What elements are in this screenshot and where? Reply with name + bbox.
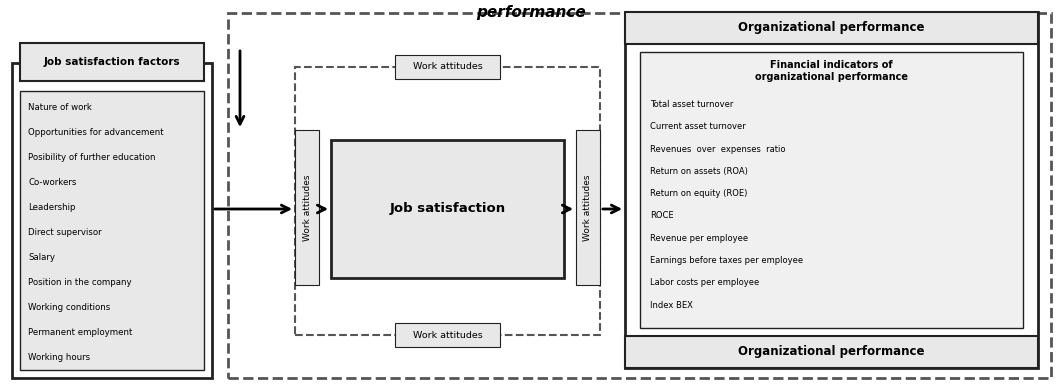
FancyBboxPatch shape xyxy=(395,55,500,79)
FancyBboxPatch shape xyxy=(296,130,319,285)
Text: Work attitudes: Work attitudes xyxy=(303,174,311,241)
FancyBboxPatch shape xyxy=(20,91,204,370)
Text: Work attitudes: Work attitudes xyxy=(412,330,483,340)
Text: performance: performance xyxy=(476,5,587,20)
Text: Opportunities for advancement: Opportunities for advancement xyxy=(28,128,164,137)
Text: ROCE: ROCE xyxy=(649,211,674,220)
Text: Revenues  over  expenses  ratio: Revenues over expenses ratio xyxy=(649,145,786,154)
Text: Permanent employment: Permanent employment xyxy=(28,328,133,337)
FancyBboxPatch shape xyxy=(625,12,1037,44)
Text: Direct supervisor: Direct supervisor xyxy=(28,228,102,237)
FancyBboxPatch shape xyxy=(331,140,564,278)
Text: Nature of work: Nature of work xyxy=(28,103,91,112)
FancyBboxPatch shape xyxy=(640,52,1023,328)
Text: Job satisfaction: Job satisfaction xyxy=(389,202,506,216)
Text: Labor costs per employee: Labor costs per employee xyxy=(649,278,759,287)
Text: Salary: Salary xyxy=(28,253,55,262)
Text: Co-workers: Co-workers xyxy=(28,178,77,187)
FancyBboxPatch shape xyxy=(625,336,1037,368)
Text: Index BEX: Index BEX xyxy=(649,301,693,310)
FancyBboxPatch shape xyxy=(395,323,500,347)
Text: Working conditions: Working conditions xyxy=(28,303,111,312)
Text: Leadership: Leadership xyxy=(28,203,75,212)
FancyBboxPatch shape xyxy=(625,12,1037,368)
Text: Current asset turnover: Current asset turnover xyxy=(649,122,746,131)
FancyBboxPatch shape xyxy=(12,63,212,378)
Text: Job satisfaction factors: Job satisfaction factors xyxy=(44,57,181,67)
Text: Position in the company: Position in the company xyxy=(28,278,132,287)
Text: Organizational performance: Organizational performance xyxy=(738,346,925,358)
FancyBboxPatch shape xyxy=(20,43,204,81)
Text: Total asset turnover: Total asset turnover xyxy=(649,100,733,109)
Text: Work attitudes: Work attitudes xyxy=(412,62,483,71)
Text: Working hours: Working hours xyxy=(28,353,90,362)
Text: Return on assets (ROA): Return on assets (ROA) xyxy=(649,167,748,176)
Text: Posibility of further education: Posibility of further education xyxy=(28,153,155,162)
Text: Financial indicators of
organizational performance: Financial indicators of organizational p… xyxy=(755,60,908,82)
FancyBboxPatch shape xyxy=(576,130,600,285)
Text: Organizational performance: Organizational performance xyxy=(738,21,925,34)
Text: Earnings before taxes per employee: Earnings before taxes per employee xyxy=(649,256,804,265)
Text: Work attitudes: Work attitudes xyxy=(584,174,592,241)
Text: Revenue per employee: Revenue per employee xyxy=(649,234,748,243)
Text: Return on equity (ROE): Return on equity (ROE) xyxy=(649,189,747,198)
